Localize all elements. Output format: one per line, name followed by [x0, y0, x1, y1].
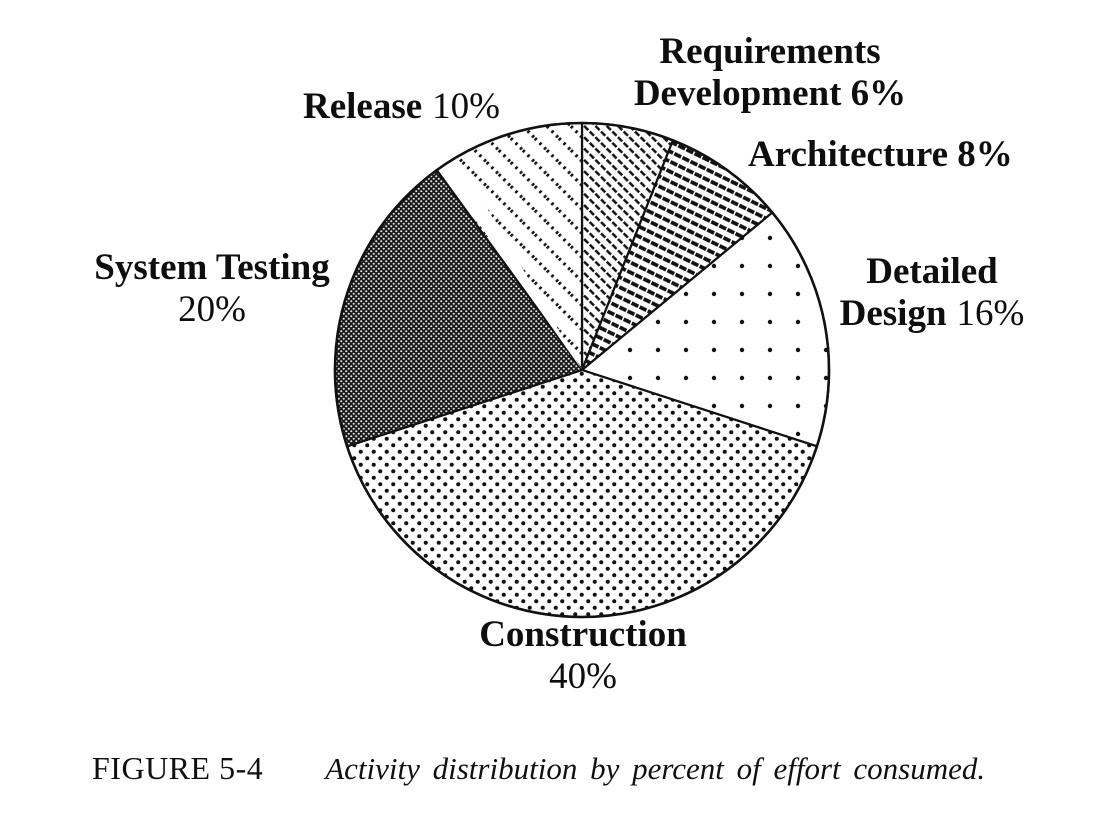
label-detailed-name: Design: [839, 293, 947, 334]
label-requirements-development: Requirements Development 6%: [600, 31, 940, 115]
figure-caption-text: Activity distribution by percent of effo…: [325, 751, 986, 786]
label-detailed-line1: Detailed: [866, 251, 998, 292]
label-system-pct: 20%: [178, 289, 246, 330]
pie-outline: [333, 121, 831, 619]
label-detailed-line2: Design 16%: [812, 293, 1052, 335]
label-construction: Construction 40%: [453, 614, 713, 698]
label-detailed-design: Detailed Design 16%: [812, 251, 1052, 335]
label-requirements-line2: Development 6%: [633, 73, 907, 114]
release-slice-white-margin: [439, 156, 582, 370]
label-requirements-line1: Requirements: [659, 31, 881, 72]
figure-caption-label: FIGURE 5-4: [92, 750, 264, 786]
label-release: Release 10%: [303, 86, 500, 128]
label-construction-name: Construction: [479, 614, 687, 655]
label-release-name: Release: [303, 86, 423, 127]
label-architecture: Architecture 8%: [748, 134, 1013, 175]
label-system-name: System Testing: [94, 247, 330, 288]
label-detailed-pct: 16%: [956, 293, 1025, 334]
label-system-testing: System Testing 20%: [62, 247, 362, 331]
label-release-pct: 10%: [432, 86, 500, 127]
label-construction-pct: 40%: [549, 656, 617, 697]
figure-caption: FIGURE 5-4 Activity distribution by perce…: [92, 750, 985, 787]
pie-slices: [333, 121, 831, 619]
